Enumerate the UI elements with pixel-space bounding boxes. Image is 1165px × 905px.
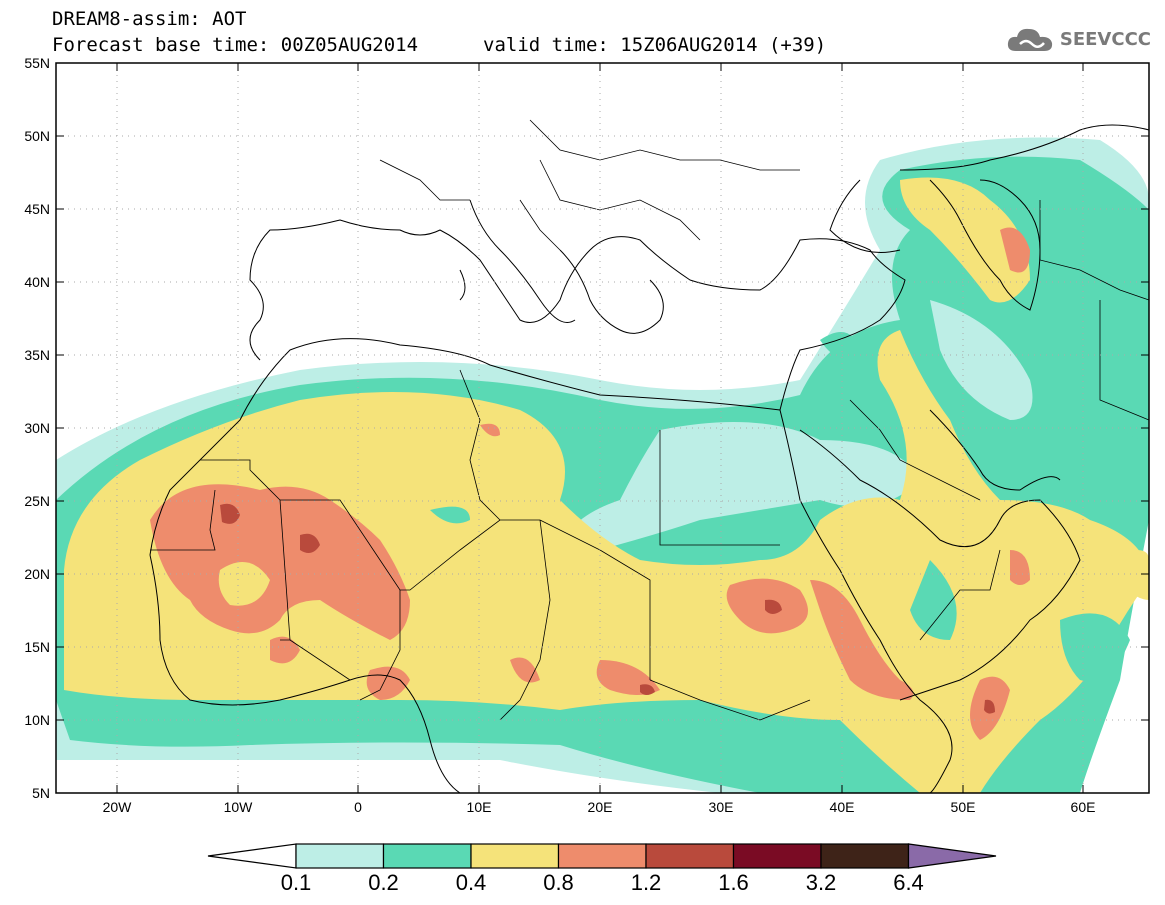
colorbar-segment xyxy=(382,843,472,869)
seevccc-logo: SEEVCCC xyxy=(1006,24,1151,54)
lat-label: 50N xyxy=(24,128,50,144)
colorbar-label: 3.2 xyxy=(806,870,837,895)
colorbar-label: 0.2 xyxy=(368,870,399,895)
aot-band-0.1-inner xyxy=(560,300,1033,560)
colorbar-label: 1.2 xyxy=(631,870,662,895)
lat-label: 40N xyxy=(24,274,50,290)
colorbar-segment xyxy=(820,843,910,869)
colorbar-label: 0.8 xyxy=(543,870,574,895)
lon-label: 0 xyxy=(354,799,362,815)
colorbar-label: 1.6 xyxy=(718,870,749,895)
aot-band-0.4-inner xyxy=(218,562,270,606)
colorbar-under-arrow xyxy=(207,843,297,869)
lat-label: 15N xyxy=(24,639,50,655)
country-borders xyxy=(150,119,1149,721)
colorbar-segment xyxy=(557,843,647,869)
cloud-icon xyxy=(1007,28,1052,51)
axis-ticks xyxy=(56,63,1149,793)
graticule xyxy=(56,63,1149,793)
valid-time: valid time: 15Z06AUG2014 (+39) xyxy=(483,34,827,56)
lat-label: 30N xyxy=(24,420,50,436)
lon-label: 20E xyxy=(588,799,613,815)
colorbar: 0.1 0.2 0.4 0.8 1.2 1.6 3.2 6.4 xyxy=(207,843,997,895)
lon-label: 50E xyxy=(951,799,976,815)
lon-labels: 20W 10W 0 10E 20E 30E 40E 50E 60E xyxy=(103,799,1096,815)
lat-labels: 55N 50N 45N 40N 35N 30N 25N 20N 15N 10N … xyxy=(24,55,50,801)
aot-field xyxy=(56,137,1149,793)
aot-band-1.2 xyxy=(220,503,995,714)
lat-label: 35N xyxy=(24,347,50,363)
lat-label: 5N xyxy=(32,785,50,801)
lat-label: 10N xyxy=(24,712,50,728)
lon-label: 30E xyxy=(709,799,734,815)
lat-label: 55N xyxy=(24,55,50,71)
lat-label: 20N xyxy=(24,566,50,582)
lon-label: 40E xyxy=(830,799,855,815)
colorbar-label: 0.4 xyxy=(456,870,487,895)
coastlines xyxy=(149,124,1149,793)
lat-label: 25N xyxy=(24,493,50,509)
colorbar-over-arrow xyxy=(907,843,997,869)
lon-label: 10W xyxy=(224,799,254,815)
colorbar-segment xyxy=(732,843,822,869)
lon-label: 60E xyxy=(1071,799,1096,815)
lat-label: 45N xyxy=(24,201,50,217)
colorbar-label: 0.1 xyxy=(281,870,312,895)
forecast-base-time: Forecast base time: 00Z05AUG2014 xyxy=(52,34,419,56)
lon-label: 20W xyxy=(103,799,133,815)
colorbar-segment xyxy=(470,843,560,869)
colorbar-segment xyxy=(295,843,385,869)
chart-title: DREAM8-assim: AOT xyxy=(52,8,247,30)
lon-label: 10E xyxy=(467,799,492,815)
colorbar-segment xyxy=(645,843,735,869)
colorbar-label: 6.4 xyxy=(893,870,924,895)
logo-text: SEEVCCC xyxy=(1059,28,1151,50)
